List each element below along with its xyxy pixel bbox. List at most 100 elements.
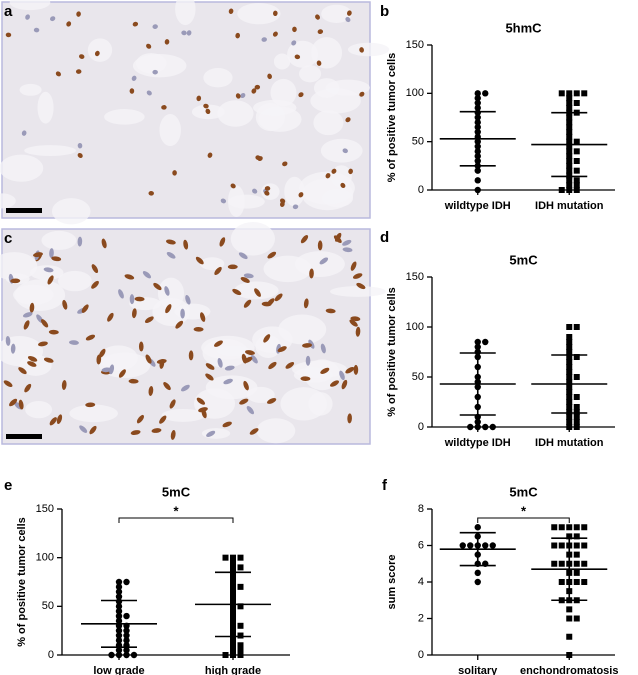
panel-label: a (4, 3, 13, 20)
cell (98, 348, 106, 358)
cell (291, 40, 297, 46)
cell (252, 188, 258, 194)
panel-label: e (4, 477, 12, 494)
data-point (566, 104, 573, 111)
data-point (237, 642, 244, 649)
data-point (581, 579, 588, 585)
tissue (320, 138, 363, 163)
x-tick-label: high grade (205, 665, 261, 675)
data-point (573, 533, 580, 540)
cell (279, 201, 285, 207)
cell (241, 353, 247, 364)
cell (77, 142, 83, 149)
cell (320, 343, 326, 354)
tissue (13, 284, 54, 305)
data-point (566, 100, 573, 106)
data-point (558, 90, 565, 97)
cell (129, 88, 135, 94)
tissue (203, 68, 233, 88)
cell (130, 430, 141, 436)
cell (317, 240, 323, 251)
cell (77, 152, 83, 158)
data-point (566, 182, 573, 189)
data-point (551, 542, 558, 549)
cell (239, 398, 249, 405)
cell (267, 73, 272, 80)
cell (195, 256, 204, 265)
data-point (581, 524, 588, 531)
cell (316, 60, 322, 66)
cell (264, 190, 270, 196)
cell (118, 289, 124, 299)
cell (151, 428, 162, 433)
cell (129, 294, 135, 305)
data-point (130, 651, 138, 659)
cell (243, 273, 254, 279)
cell (264, 186, 271, 191)
data-point (566, 533, 573, 540)
tissue (159, 114, 181, 147)
cell (166, 251, 176, 259)
cell (235, 32, 241, 39)
cell (320, 367, 330, 375)
data-point (482, 542, 489, 549)
data-point (474, 418, 481, 426)
tissue (201, 428, 231, 439)
cell (40, 319, 49, 328)
cell (227, 264, 238, 270)
y-tick-label: 100 (36, 552, 54, 564)
cell (217, 358, 223, 368)
tissue (291, 360, 348, 379)
data-point (115, 578, 123, 586)
cell (330, 380, 339, 387)
cell (342, 148, 348, 154)
cell (188, 350, 194, 361)
cell (347, 10, 352, 16)
data-point (115, 646, 123, 654)
data-point (474, 338, 481, 346)
y-axis-label: % of positive tumor cells (386, 53, 398, 183)
tissue (19, 83, 42, 96)
chart-title: 5hmC (505, 20, 542, 35)
cell (267, 251, 277, 259)
data-point (237, 622, 244, 629)
cell (22, 312, 33, 318)
cell (298, 92, 304, 98)
cell (228, 8, 234, 14)
data-point (482, 90, 489, 97)
data-point (573, 158, 580, 164)
tissue (24, 145, 76, 157)
cell (175, 320, 184, 329)
tissue (308, 392, 333, 416)
cell (23, 320, 30, 330)
significance-mark: * (173, 503, 179, 518)
data-point (474, 569, 481, 577)
cell (238, 252, 248, 260)
cell (170, 430, 176, 440)
cell (353, 364, 359, 375)
data-point (551, 524, 558, 531)
cell (164, 286, 170, 296)
cell (243, 299, 252, 308)
cell (268, 361, 277, 370)
cell (49, 417, 57, 426)
cell (181, 30, 187, 36)
cell (200, 312, 206, 322)
data-point (581, 560, 588, 567)
data-point (474, 524, 481, 531)
data-point (566, 344, 573, 350)
cell (356, 282, 366, 290)
data-point (482, 423, 489, 431)
data-point (573, 409, 580, 415)
tissue (347, 42, 390, 57)
tissue (252, 326, 293, 353)
cell (165, 304, 172, 314)
cell (77, 236, 83, 247)
data-point (489, 542, 496, 549)
data-point (230, 642, 236, 649)
tissue (69, 404, 118, 423)
data-point (115, 593, 123, 600)
tissue (9, 0, 51, 11)
cell (89, 425, 97, 435)
tissue (263, 255, 313, 283)
